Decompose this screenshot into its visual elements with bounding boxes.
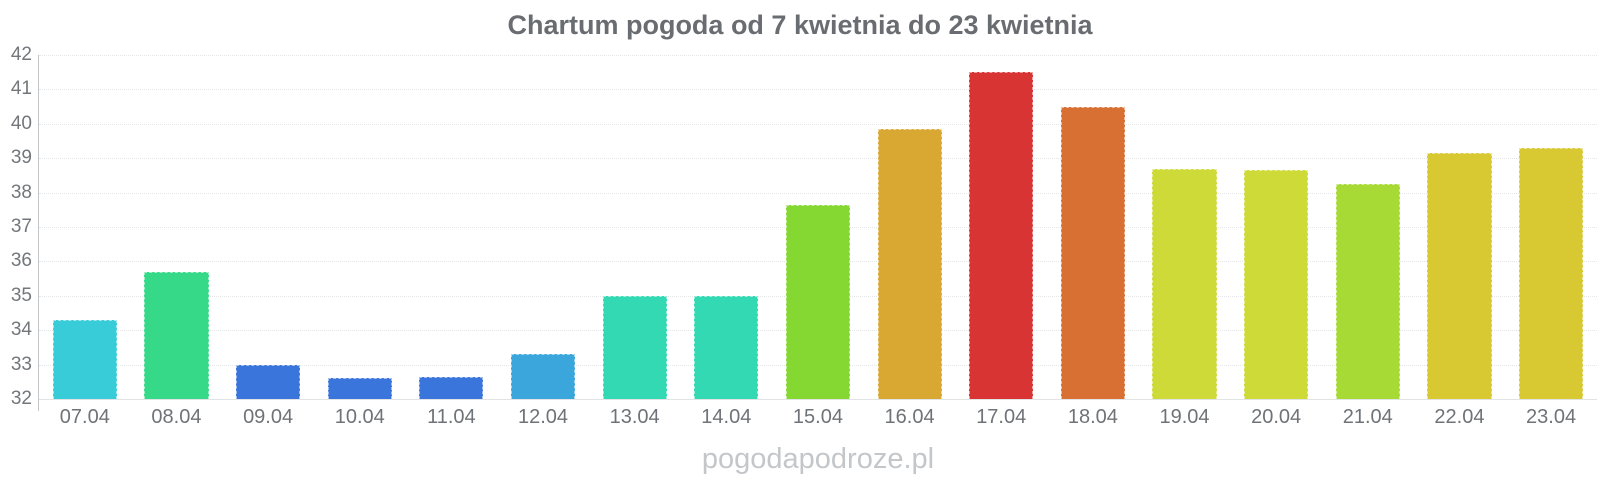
y-tick-label-38: 38	[10, 181, 32, 203]
bar-column-07.04	[39, 55, 131, 399]
x-tick-label-22.04: 22.04	[1434, 406, 1485, 428]
x-tick-label-07.04: 07.04	[59, 406, 110, 428]
bar-column-14.04	[680, 55, 772, 399]
bar-23.04[interactable]	[1519, 147, 1584, 399]
bar-column-11.04	[406, 55, 498, 399]
y-axis-line	[38, 55, 39, 411]
bar-20.04[interactable]	[1244, 170, 1309, 399]
bar-column-08.04	[131, 55, 223, 399]
bar-column-22.04	[1414, 55, 1506, 399]
bar-column-20.04	[1230, 55, 1322, 399]
bar-07.04[interactable]	[52, 319, 117, 399]
x-tick-label-18.04: 18.04	[1067, 406, 1118, 428]
y-tick-label-32: 32	[10, 388, 32, 409]
bar-column-19.04	[1139, 55, 1231, 399]
x-axis: 07.04 08.04 09.04 10.04 11.04 12.04 13.04 14.04…	[39, 406, 1597, 434]
plot-area	[39, 55, 1597, 400]
x-tick-label-17.04: 17.04	[976, 406, 1027, 428]
x-tick-label-12.04: 12.04	[517, 406, 569, 428]
x-tick-label-19.04: 19.04	[1159, 406, 1210, 428]
x-tick-label-09.04: 09.04	[243, 406, 294, 428]
bar-22.04[interactable]	[1427, 153, 1492, 399]
bar-column-21.04	[1322, 55, 1414, 399]
y-tick-label-35: 35	[10, 284, 32, 306]
y-tick-label-34: 34	[10, 319, 32, 341]
bar-17.04[interactable]	[969, 72, 1034, 399]
x-tick-label-20.04: 20.04	[1251, 406, 1302, 428]
y-tick-label-39: 39	[10, 147, 32, 169]
x-tick-label-16.04: 16.04	[884, 406, 935, 428]
bar-09.04[interactable]	[236, 364, 301, 399]
y-tick-label-40: 40	[10, 112, 32, 134]
x-tick-label-14.04: 14.04	[701, 406, 752, 428]
bar-column-13.04	[589, 55, 681, 399]
bar-08.04[interactable]	[144, 271, 209, 399]
bar-column-12.04	[497, 55, 589, 399]
bar-14.04[interactable]	[694, 295, 759, 399]
y-tick-label-36: 36	[10, 250, 32, 272]
y-tick-label-41: 41	[10, 78, 32, 100]
gridline-40	[39, 123, 1597, 125]
bar-10.04[interactable]	[327, 378, 392, 399]
x-tick-label-15.04: 15.04	[792, 406, 843, 428]
bar-21.04[interactable]	[1335, 184, 1400, 399]
gridline-39	[39, 158, 1597, 160]
y-tick-label-42: 42	[10, 44, 32, 65]
bar-18.04[interactable]	[1060, 106, 1125, 399]
x-tick-label-10.04: 10.04	[334, 406, 385, 428]
chart-title: Chartum pogoda od 7 kwietnia do 23 kwiet…	[507, 10, 1093, 40]
y-tick-label-33: 33	[10, 353, 32, 375]
bar-13.04[interactable]	[602, 295, 667, 399]
gridline-32	[39, 399, 1597, 400]
watermark: pogodapodroze.pl	[701, 443, 935, 475]
bar-15.04[interactable]	[785, 204, 851, 399]
gridline-41	[39, 89, 1597, 91]
bar-11.04[interactable]	[419, 376, 484, 399]
x-tick-label-08.04: 08.04	[151, 406, 202, 428]
bar-column-18.04	[1047, 55, 1139, 399]
gridline-42	[39, 55, 1597, 56]
bar-column-10.04	[314, 55, 406, 399]
bars-container	[39, 55, 1597, 399]
bar-column-15.04	[772, 55, 864, 399]
x-tick-label-11.04: 11.04	[427, 406, 476, 428]
bar-12.04[interactable]	[510, 354, 576, 399]
y-axis: 42 41 40 39 38 37 36 35 34 33 32	[0, 0, 34, 480]
y-tick-label-37: 37	[10, 216, 32, 237]
bar-column-23.04	[1505, 55, 1597, 399]
x-tick-label-21.04: 21.04	[1342, 406, 1393, 428]
x-tick-label-23.04: 23.04	[1526, 406, 1577, 428]
bar-column-17.04	[955, 55, 1047, 399]
bar-column-16.04	[864, 55, 956, 399]
bar-column-09.04	[222, 55, 314, 399]
x-tick-label-13.04: 13.04	[609, 406, 660, 428]
bar-19.04[interactable]	[1152, 168, 1217, 399]
gridline-38	[39, 192, 1597, 194]
bar-16.04[interactable]	[877, 128, 942, 399]
